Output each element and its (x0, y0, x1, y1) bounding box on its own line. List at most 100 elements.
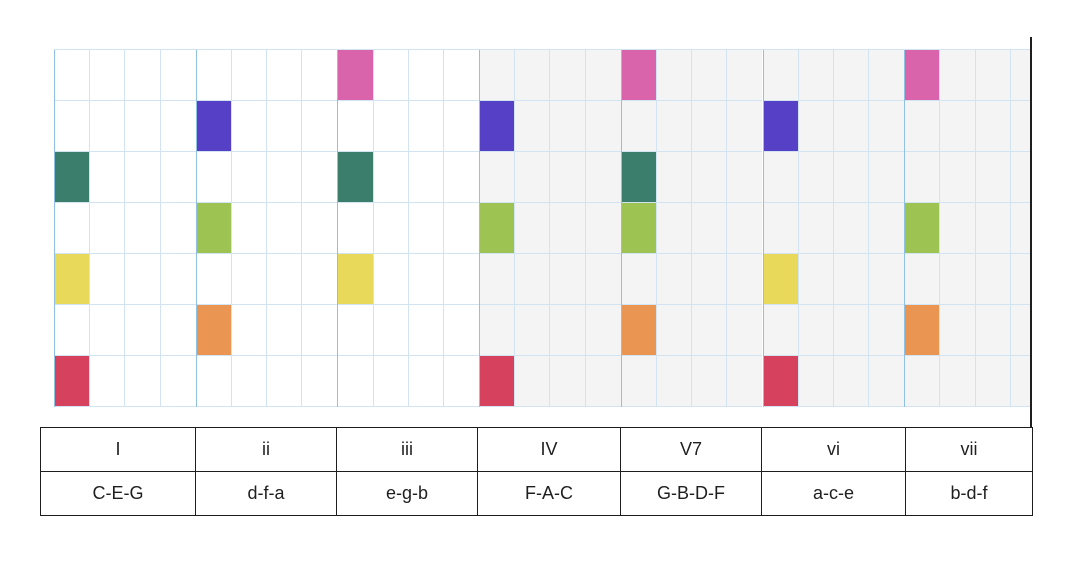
note-cell (480, 101, 516, 152)
grid-cell (727, 203, 763, 254)
grid-cell (621, 356, 657, 407)
grid-cell (480, 254, 516, 305)
grid-cell (798, 203, 834, 254)
grid-cell (302, 356, 338, 407)
grid-cell (515, 152, 551, 203)
grid-cell (692, 203, 728, 254)
chord-numeral: vi (761, 427, 906, 472)
grid-cell (302, 101, 338, 152)
grid-cell (55, 101, 91, 152)
grid-cell (585, 254, 621, 305)
grid-cell (656, 254, 693, 305)
grid-cell (160, 356, 196, 407)
grid-cell (833, 152, 870, 203)
grid-cell (231, 152, 268, 203)
chord-section-5 (620, 50, 763, 407)
grid-cell (727, 254, 763, 305)
grid-cell (302, 305, 338, 356)
grid-cell (727, 101, 763, 152)
grid-cell (833, 50, 870, 101)
grid-cell (692, 101, 728, 152)
grid-cell (585, 50, 621, 101)
grid-cell (975, 356, 1011, 407)
grid-cell (373, 254, 409, 305)
grid-cell (975, 50, 1011, 101)
grid-cell (302, 254, 338, 305)
grid-cell (550, 101, 586, 152)
grid-cell (480, 50, 516, 101)
grid-cell (231, 203, 268, 254)
grid-cell (125, 203, 161, 254)
grid-cell (621, 254, 657, 305)
grid-right-edge-line (1030, 37, 1032, 428)
grid-cell (125, 152, 161, 203)
note-cell (621, 305, 657, 356)
chord-notes: e-g-b (336, 471, 478, 516)
grid-cell (550, 305, 586, 356)
note-cell (763, 254, 799, 305)
grid-cell (443, 305, 480, 356)
grid-cell (940, 305, 976, 356)
note-cell (763, 356, 799, 407)
grid-cell (373, 356, 409, 407)
grid-cell (231, 50, 268, 101)
grid-cell (656, 101, 693, 152)
grid-cell (160, 305, 196, 356)
numeral-row: I ii iii IV V7 vi vii (40, 427, 1033, 472)
grid-cell (905, 152, 941, 203)
chord-section-2 (195, 50, 338, 407)
grid-cell (338, 305, 374, 356)
grid-cell (727, 152, 763, 203)
grid-cell (267, 203, 303, 254)
grid-cell (443, 101, 480, 152)
grid-cell (231, 305, 268, 356)
grid-cell (196, 50, 232, 101)
grid-cell (1010, 305, 1031, 356)
grid-cell (869, 305, 905, 356)
grid-cell (55, 305, 91, 356)
grid-cell (160, 101, 196, 152)
grid-cell (975, 254, 1011, 305)
note-cell (621, 152, 657, 203)
chord-section-6 (762, 50, 905, 407)
grid-cell (833, 101, 870, 152)
note-grid (54, 49, 1031, 407)
chord-notes: b-d-f (905, 471, 1033, 516)
grid-cell (338, 203, 374, 254)
note-cell (905, 305, 941, 356)
grid-cell (338, 356, 374, 407)
grid-cell (585, 101, 621, 152)
grid-cell (267, 305, 303, 356)
grid-cell (196, 356, 232, 407)
note-cell (480, 203, 516, 254)
note-cell (480, 356, 516, 407)
grid-cell (905, 101, 941, 152)
grid-cell (869, 356, 905, 407)
grid-cell (975, 152, 1011, 203)
grid-cell (373, 152, 409, 203)
grid-cell (90, 203, 126, 254)
grid-cell (515, 254, 551, 305)
grid-cell (408, 101, 444, 152)
grid-cell (443, 356, 480, 407)
grid-cell (55, 50, 91, 101)
grid-cell (160, 152, 196, 203)
grid-cell (196, 254, 232, 305)
grid-cell (90, 152, 126, 203)
grid-cell (692, 50, 728, 101)
grid-cell (160, 50, 196, 101)
grid-cell (621, 101, 657, 152)
grid-cell (940, 254, 976, 305)
grid-cell (443, 203, 480, 254)
grid-cell (869, 254, 905, 305)
grid-cell (1010, 254, 1031, 305)
grid-cell (231, 254, 268, 305)
grid-cell (408, 305, 444, 356)
grid-cell (408, 356, 444, 407)
grid-cell (125, 356, 161, 407)
note-cell (621, 50, 657, 101)
grid-cell (833, 356, 870, 407)
grid-cell (940, 203, 976, 254)
grid-cell (267, 254, 303, 305)
grid-cell (833, 305, 870, 356)
